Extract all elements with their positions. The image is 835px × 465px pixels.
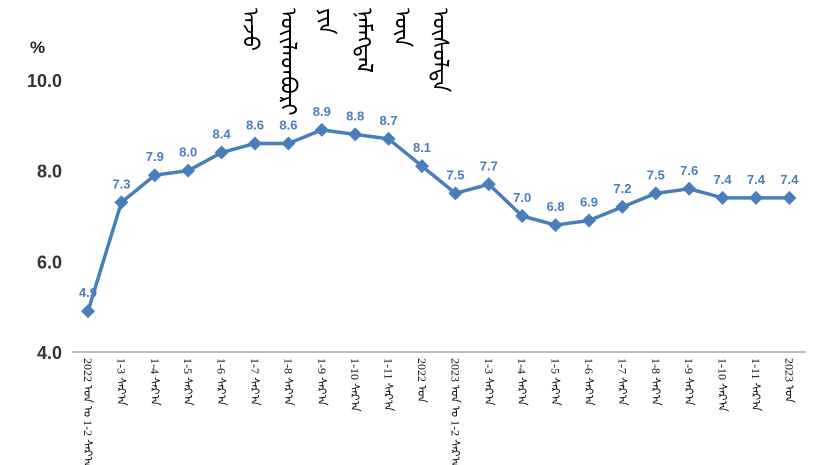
data-label: 7.4	[780, 172, 799, 187]
data-label: 8.4	[213, 127, 232, 142]
data-point	[749, 190, 763, 205]
x-tick-label: 1-6 ᠰᠠᠷ᠎ᠠ	[582, 358, 596, 407]
data-label: 8.0	[179, 145, 197, 160]
data-point	[281, 136, 296, 151]
data-point	[648, 186, 663, 201]
x-tick-label: 2023 ᠣᠨ ᠤ 1-2 ᠰᠠᠷ᠎ᠠ	[448, 358, 462, 465]
data-label: 7.7	[480, 158, 498, 173]
y-tick-label: 8.0	[37, 162, 62, 182]
data-label: 7.5	[446, 167, 464, 182]
data-label: 7.9	[146, 149, 164, 164]
data-label: 7.4	[714, 172, 733, 187]
data-label: 8.6	[279, 117, 297, 132]
y-tick-label: 6.0	[37, 252, 62, 272]
data-label: 7.5	[647, 167, 665, 182]
data-label: 8.1	[413, 140, 431, 155]
data-point	[348, 127, 363, 142]
data-label: 6.9	[580, 195, 598, 210]
x-tick-label: 1-10 ᠰᠠᠷ᠎ᠠ	[716, 358, 730, 413]
x-tick-label: 1-11 ᠰᠠᠷ᠎ᠠ	[382, 358, 396, 412]
data-point	[415, 159, 429, 174]
x-tick-label: 1-7 ᠰᠠᠷ᠎ᠠ	[615, 358, 629, 407]
x-tick-label: 2023 ᠣᠨ	[782, 358, 796, 403]
data-point	[582, 213, 596, 228]
chart-title: ᠠᠵᠤ ᠦᠢᠯᠡᠳᠪᠦᠷᠢ ᠶᠢᠨ ᠨᠡᠮᠡᠭᠳᠡᠯ ᠦᠨ ᠥᠰᠦᠯᠲᠡ	[237, 8, 452, 116]
data-label: 7.2	[613, 181, 631, 196]
x-tick-label: 2022 ᠣᠨ ᠤ 1-2 ᠰᠠᠷ᠎ᠠ	[81, 358, 95, 465]
x-tick-label: 1-4 ᠰᠠᠷ᠎ᠠ	[515, 358, 529, 407]
y-tick-label: 4.0	[37, 343, 62, 363]
y-axis-unit: %	[30, 38, 46, 57]
data-point	[682, 181, 697, 196]
data-label: 7.0	[513, 190, 531, 205]
data-point	[515, 209, 530, 223]
data-label: 8.7	[380, 113, 398, 128]
x-tick-label: 1-3 ᠰᠠᠷ᠎ᠠ	[114, 358, 128, 407]
data-point	[147, 168, 162, 183]
x-tick-label: 2022 ᠣᠨ	[415, 358, 429, 403]
data-label: 6.8	[547, 199, 565, 214]
data-point	[248, 136, 262, 151]
x-tick-label: 1-11 ᠰᠠᠷ᠎ᠠ	[749, 358, 763, 412]
data-point	[181, 163, 196, 178]
data-point	[448, 186, 463, 201]
data-label: 4.9	[79, 285, 97, 300]
x-tick-label: 1-8 ᠰᠠᠷ᠎ᠠ	[281, 358, 295, 407]
data-point	[81, 304, 95, 319]
data-label: 8.6	[246, 117, 264, 132]
x-tick-label: 1-9 ᠰᠠᠷ᠎ᠠ	[315, 358, 329, 407]
data-point	[381, 131, 396, 146]
x-tick-label: 1-4 ᠰᠠᠷ᠎ᠠ	[148, 358, 162, 407]
x-tick-label: 1-5 ᠰᠠᠷ᠎ᠠ	[181, 358, 195, 407]
x-tick-label: 1-3 ᠰᠠᠷ᠎ᠠ	[482, 358, 496, 407]
data-label: 8.8	[346, 108, 364, 123]
series-line	[86, 128, 790, 312]
y-tick-label: 10.0	[27, 71, 62, 91]
data-point	[214, 145, 229, 160]
data-point	[615, 199, 630, 214]
data-label: 7.6	[680, 163, 698, 178]
x-tick-label: 1-10 ᠰᠠᠷ᠎ᠠ	[348, 358, 362, 413]
data-point	[548, 218, 563, 233]
data-point	[314, 122, 329, 137]
data-point	[715, 190, 730, 205]
data-point	[481, 177, 496, 192]
data-point	[782, 190, 797, 205]
x-tick-label: 1-7 ᠰᠠᠷ᠎ᠠ	[248, 358, 262, 407]
data-point	[114, 195, 129, 210]
x-tick-label: 1-8 ᠰᠠᠷ᠎ᠠ	[649, 358, 663, 407]
data-label: 7.3	[112, 176, 130, 191]
data-label: 8.9	[313, 104, 331, 119]
x-tick-label: 1-6 ᠰᠠᠷ᠎ᠠ	[215, 358, 229, 407]
x-tick-label: 1-9 ᠰᠠᠷ᠎ᠠ	[682, 358, 696, 407]
x-tick-label: 1-5 ᠰᠠᠷ᠎ᠠ	[549, 358, 563, 407]
data-label: 7.4	[747, 172, 766, 187]
